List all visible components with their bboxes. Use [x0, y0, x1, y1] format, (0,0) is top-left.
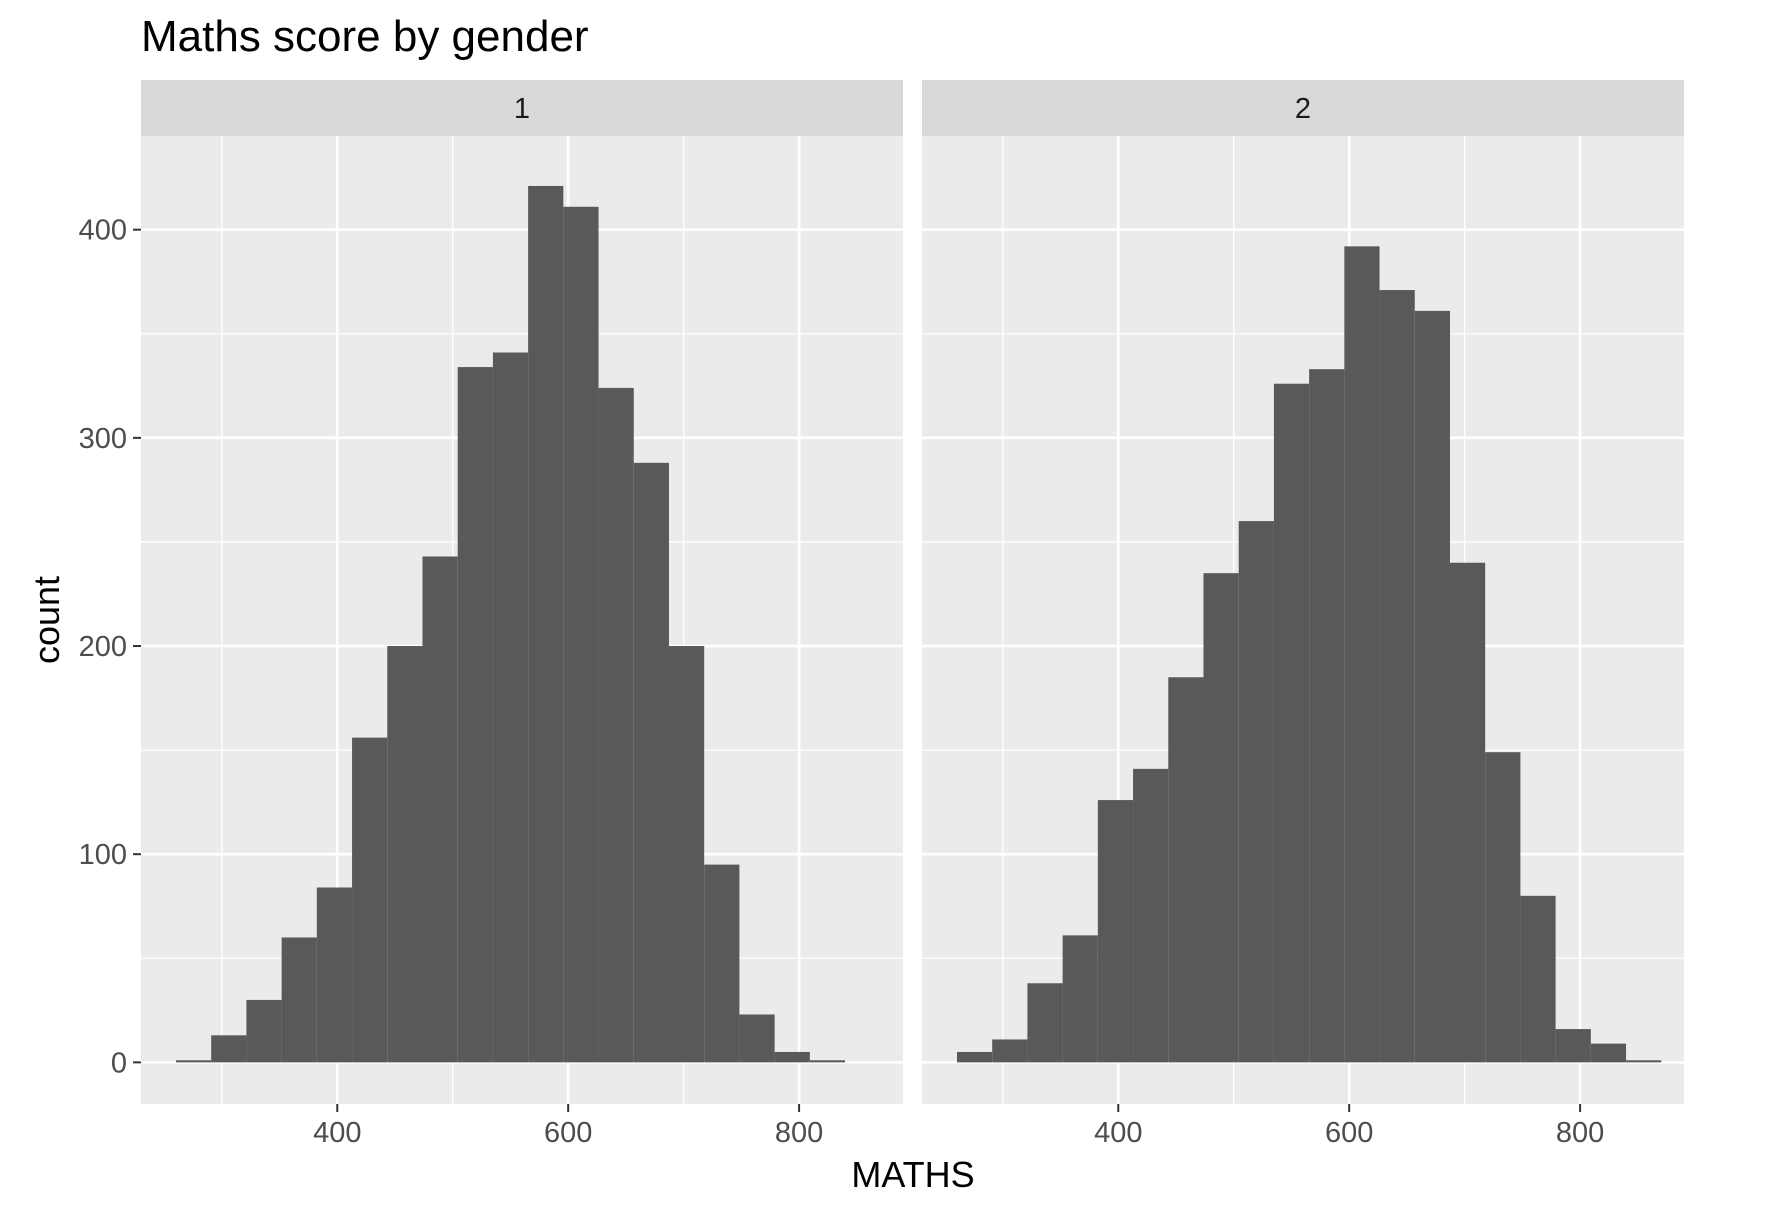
y-tick-label: 300: [79, 423, 127, 455]
histogram-bar: [1133, 768, 1169, 1063]
histogram-bar: [1238, 521, 1274, 1063]
y-tick-label: 100: [79, 839, 127, 871]
x-tick-label: 800: [775, 1117, 823, 1149]
facet-panel-1: 1 400 600 800 0 100 200 300 400: [79, 80, 903, 1149]
y-tick-label: 200: [79, 631, 127, 663]
histogram-bar: [1344, 246, 1380, 1063]
histogram-bar: [563, 206, 599, 1063]
histogram-bar: [1449, 562, 1486, 1063]
histogram-bar: [281, 937, 317, 1063]
histogram-bar: [1027, 983, 1063, 1063]
y-tick-label: 400: [79, 215, 127, 247]
histogram-bar: [1309, 369, 1345, 1063]
histogram-bar: [1626, 1060, 1662, 1063]
histogram-bar: [633, 462, 669, 1063]
histogram-bar: [668, 646, 705, 1063]
histogram-bar: [1379, 290, 1415, 1063]
histogram-bar: [1168, 677, 1204, 1063]
histogram-bar: [316, 887, 353, 1063]
histogram-bar: [739, 1014, 775, 1063]
histogram-bar: [598, 387, 634, 1063]
histogram-bar: [956, 1051, 993, 1063]
histogram-bar: [211, 1035, 247, 1063]
histogram-bar: [1273, 383, 1310, 1063]
chart-title: Maths score by gender: [141, 12, 589, 61]
histogram-bar: [492, 352, 529, 1063]
y-tick-label: 0: [111, 1047, 127, 1079]
histogram-bar: [1555, 1029, 1591, 1063]
histogram-bar: [704, 864, 740, 1063]
x-tick-label: 400: [313, 1117, 361, 1149]
histogram-bar: [528, 185, 564, 1063]
facet-strip-label: 1: [514, 93, 530, 125]
facet-panels: 1 400 600 800 0 100 200 300 400 2 400 600 800: [79, 80, 1684, 1149]
histogram-bar: [992, 1039, 1028, 1063]
histogram-bar: [387, 646, 423, 1063]
x-tick-label: 800: [1556, 1117, 1604, 1149]
facet-panel-2: 2 400 600 800: [922, 80, 1684, 1149]
facet-strip: [922, 80, 1684, 136]
histogram-bar: [1485, 752, 1521, 1063]
histogram-bar: [246, 999, 282, 1063]
histogram-bar: [774, 1051, 810, 1063]
histogram-bar: [175, 1060, 212, 1063]
histogram-bar: [1062, 935, 1098, 1063]
histogram-bar: [809, 1060, 846, 1063]
histogram-bar: [1590, 1043, 1627, 1063]
y-axis-title: count: [26, 576, 67, 664]
histogram-bar: [1520, 895, 1556, 1063]
x-axis-title: MATHS: [851, 1154, 974, 1195]
x-tick-label: 600: [544, 1117, 592, 1149]
facet-strip: [141, 80, 903, 136]
x-tick-label: 600: [1325, 1117, 1373, 1149]
histogram-bar: [457, 367, 493, 1063]
facet-strip-label: 2: [1295, 93, 1311, 125]
x-tick-label: 400: [1094, 1117, 1142, 1149]
histogram-bar: [422, 556, 458, 1063]
histogram-bar: [1097, 800, 1134, 1063]
histogram-bar: [352, 737, 388, 1063]
histogram-bar: [1414, 310, 1450, 1063]
histogram-bar: [1203, 573, 1239, 1063]
